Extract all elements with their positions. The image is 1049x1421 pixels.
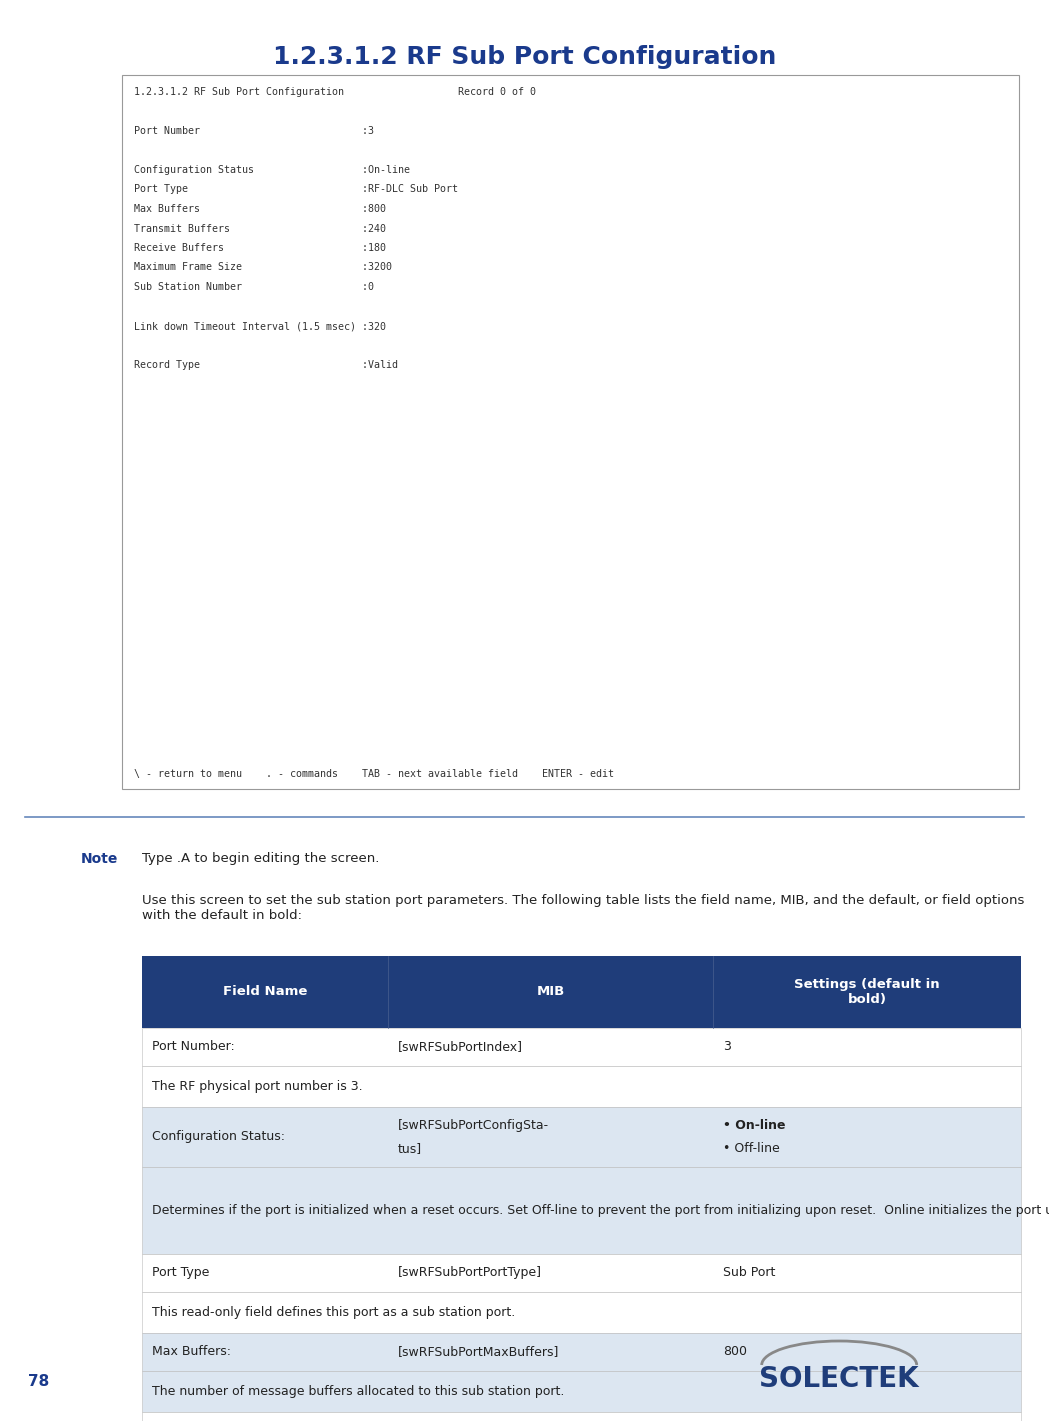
FancyBboxPatch shape — [142, 1411, 1021, 1421]
Text: \ - return to menu    . - commands    TAB - next available field    ENTER - edit: \ - return to menu . - commands TAB - ne… — [134, 769, 614, 779]
Text: • Off-line: • Off-line — [724, 1141, 780, 1155]
Text: [swRFSubPortMaxBuffers]: [swRFSubPortMaxBuffers] — [399, 1346, 559, 1358]
Text: Sub Station Number                    :0: Sub Station Number :0 — [134, 281, 374, 291]
Text: Receive Buffers                       :180: Receive Buffers :180 — [134, 243, 386, 253]
Text: Port Type: Port Type — [152, 1266, 210, 1279]
FancyBboxPatch shape — [142, 1107, 1021, 1167]
Text: Link down Timeout Interval (1.5 msec) :320: Link down Timeout Interval (1.5 msec) :3… — [134, 321, 386, 331]
FancyBboxPatch shape — [142, 1253, 1021, 1292]
Text: 78: 78 — [28, 1374, 49, 1388]
FancyBboxPatch shape — [142, 1027, 1021, 1066]
Text: Transmit Buffers                      :240: Transmit Buffers :240 — [134, 223, 386, 233]
FancyBboxPatch shape — [142, 1333, 1021, 1371]
Text: Port Number                           :3: Port Number :3 — [134, 126, 374, 136]
Text: Determines if the port is initialized when a reset occurs. Set Off-line to preve: Determines if the port is initialized wh… — [152, 1204, 1049, 1216]
Text: Use this screen to set the sub station port parameters. The following table list: Use this screen to set the sub station p… — [142, 894, 1025, 922]
FancyBboxPatch shape — [142, 1167, 1021, 1253]
Text: Port Number:: Port Number: — [152, 1040, 235, 1053]
Text: 800: 800 — [724, 1346, 747, 1358]
Text: Port Type                             :RF-DLC Sub Port: Port Type :RF-DLC Sub Port — [134, 185, 458, 195]
Text: Type .A to begin editing the screen.: Type .A to begin editing the screen. — [142, 851, 380, 864]
Text: Max Buffers                           :800: Max Buffers :800 — [134, 205, 386, 215]
Text: [swRFSubPortConfigSta-: [swRFSubPortConfigSta- — [399, 1118, 550, 1131]
Text: This read-only field defines this port as a sub station port.: This read-only field defines this port a… — [152, 1306, 515, 1319]
Text: Max Buffers:: Max Buffers: — [152, 1346, 231, 1358]
Text: [swRFSubPortPortType]: [swRFSubPortPortType] — [399, 1266, 542, 1279]
FancyBboxPatch shape — [142, 1371, 1021, 1411]
Text: Record Type                           :Valid: Record Type :Valid — [134, 360, 398, 369]
Text: 1.2.3.1.2 RF Sub Port Configuration: 1.2.3.1.2 RF Sub Port Configuration — [273, 45, 776, 70]
Text: SOLECTEK: SOLECTEK — [759, 1366, 919, 1393]
FancyBboxPatch shape — [122, 75, 1019, 789]
Text: Note: Note — [81, 851, 117, 865]
Text: 3: 3 — [724, 1040, 731, 1053]
FancyBboxPatch shape — [142, 1066, 1021, 1107]
Text: Field Name: Field Name — [222, 985, 307, 998]
Text: Configuration Status:: Configuration Status: — [152, 1130, 285, 1142]
Text: Settings (default in
bold): Settings (default in bold) — [794, 978, 940, 1006]
Text: tus]: tus] — [399, 1141, 423, 1155]
Text: 1.2.3.1.2 RF Sub Port Configuration                   Record 0 of 0: 1.2.3.1.2 RF Sub Port Configuration Reco… — [134, 87, 536, 97]
Text: Configuration Status                  :On-line: Configuration Status :On-line — [134, 165, 410, 175]
Text: • On-line: • On-line — [724, 1118, 786, 1131]
FancyBboxPatch shape — [142, 956, 1021, 1027]
Text: Sub Port: Sub Port — [724, 1266, 775, 1279]
Text: The RF physical port number is 3.: The RF physical port number is 3. — [152, 1080, 363, 1093]
Text: Maximum Frame Size                    :3200: Maximum Frame Size :3200 — [134, 263, 392, 273]
Text: MIB: MIB — [537, 985, 564, 998]
FancyBboxPatch shape — [142, 1292, 1021, 1333]
Text: The number of message buffers allocated to this sub station port.: The number of message buffers allocated … — [152, 1384, 564, 1398]
Text: [swRFSubPortIndex]: [swRFSubPortIndex] — [399, 1040, 523, 1053]
